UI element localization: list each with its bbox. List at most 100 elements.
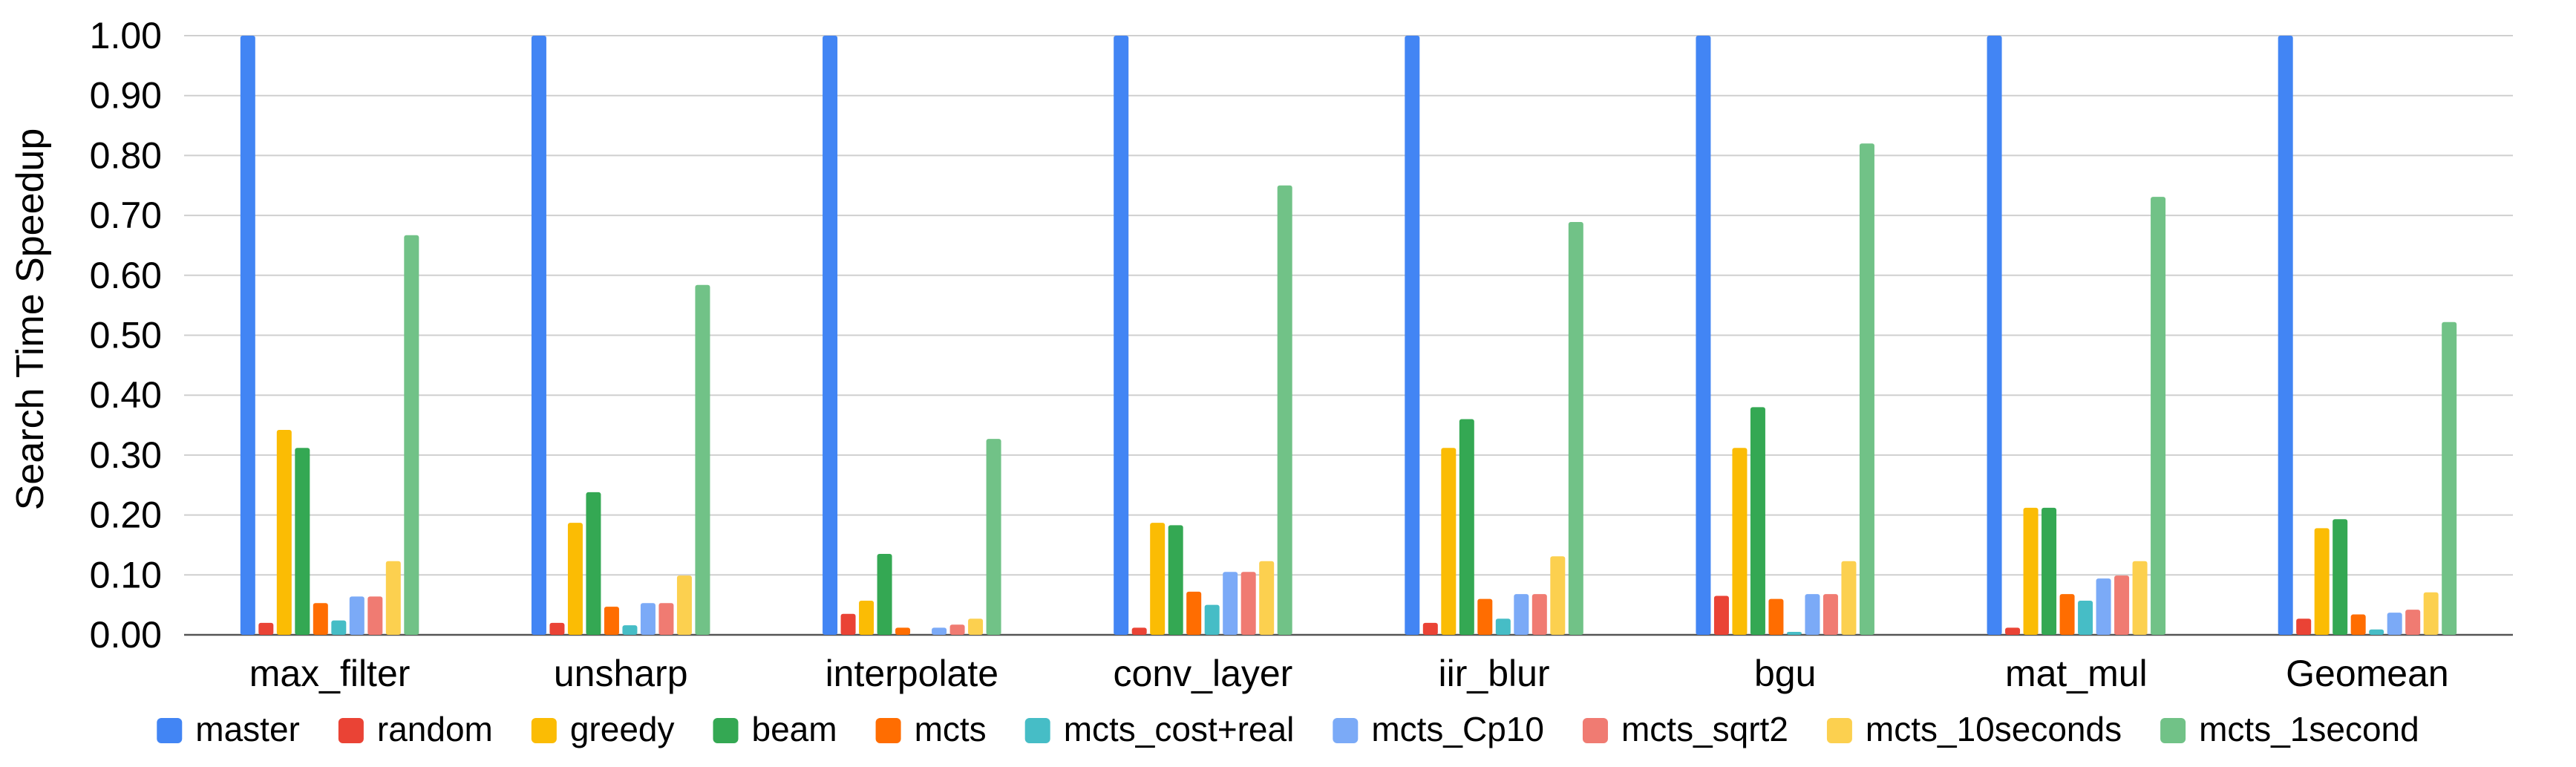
bar-mcts_1second-Geomean	[2442, 322, 2457, 635]
y-tick-label: 0.40	[90, 374, 162, 416]
legend-label: mcts	[915, 710, 987, 748]
y-tick-label: 1.00	[90, 15, 162, 56]
bar-mcts_Cp10-Geomean	[2387, 613, 2402, 635]
bar-mcts_Cp10-max_filter	[349, 596, 365, 635]
bar-greedy-bgu	[1732, 448, 1748, 635]
bar-random-iir_blur	[1422, 622, 1438, 635]
legend-item-master: master	[157, 710, 300, 748]
legend-label: mcts_10seconds	[1866, 710, 2122, 748]
bar-mcts_sqrt2-interpolate	[949, 624, 965, 635]
bar-mcts_sqrt2-max_filter	[367, 596, 383, 635]
bar-mcts_Cp10-conv_layer	[1223, 572, 1238, 635]
bar-master-iir_blur	[1405, 36, 1420, 635]
y-tick-label: 0.20	[90, 495, 162, 536]
bar-mcts_1second-mat_mul	[2151, 197, 2166, 635]
bar-greedy-conv_layer	[1150, 523, 1166, 635]
bar-master-unsharp	[531, 36, 546, 635]
bar-beam-interpolate	[877, 554, 892, 635]
legend-swatch	[1024, 718, 1050, 743]
y-tick-label: 0.00	[90, 614, 162, 656]
legend-swatch	[338, 718, 364, 743]
legend-item-mcts: mcts	[875, 710, 987, 748]
bar-mcts_cost+real-unsharp	[622, 625, 638, 635]
bar-mcts_Cp10-interpolate	[932, 627, 947, 635]
bar-beam-unsharp	[586, 492, 601, 635]
x-tick-label: iir_blur	[1439, 653, 1550, 694]
bar-mcts_cost+real-Geomean	[2369, 629, 2384, 635]
y-tick-label: 0.80	[90, 134, 162, 176]
bar-mcts-interpolate	[895, 627, 911, 635]
bar-mcts_10seconds-iir_blur	[1550, 556, 1566, 635]
bar-mcts-Geomean	[2350, 614, 2366, 635]
bar-random-bgu	[1713, 595, 1729, 635]
bar-mcts_10seconds-bgu	[1841, 561, 1857, 635]
bar-master-max_filter	[240, 36, 255, 635]
y-axis-label: Search Time Speedup	[9, 128, 52, 511]
legend-item-mcts_cost+real: mcts_cost+real	[1024, 710, 1294, 748]
bar-mcts-bgu	[1768, 598, 1784, 635]
x-tick-label: interpolate	[826, 653, 999, 694]
bar-master-conv_layer	[1114, 36, 1129, 635]
bar-mcts_10seconds-interpolate	[968, 619, 984, 635]
legend-swatch	[875, 718, 901, 743]
bar-random-Geomean	[2296, 619, 2312, 635]
y-tick-label: 0.60	[90, 255, 162, 296]
legend-swatch	[1826, 718, 1852, 743]
bar-random-interpolate	[840, 613, 856, 635]
legend-swatch	[713, 718, 739, 743]
bar-greedy-mat_mul	[2023, 507, 2039, 635]
bar-greedy-Geomean	[2314, 528, 2330, 635]
legend-label: mcts_1second	[2199, 710, 2419, 748]
legend-label: beam	[752, 710, 837, 748]
bar-beam-bgu	[1750, 407, 1765, 635]
bar-mcts_1second-interpolate	[986, 439, 1001, 635]
bars	[240, 36, 2457, 636]
bar-mcts_1second-bgu	[1859, 143, 1874, 635]
bar-mcts_cost+real-iir_blur	[1495, 619, 1511, 635]
bar-mcts_cost+real-max_filter	[331, 620, 347, 635]
bar-mcts_10seconds-Geomean	[2423, 592, 2439, 635]
legend-item-beam: beam	[713, 710, 837, 748]
bar-beam-mat_mul	[2041, 507, 2057, 635]
bar-mcts_1second-iir_blur	[1568, 221, 1583, 635]
legend-item-mcts_Cp10: mcts_Cp10	[1333, 710, 1544, 748]
legend: master random greedy beam mcts mcts_cost+real…	[157, 710, 2419, 748]
legend-swatch	[531, 718, 557, 743]
bar-greedy-unsharp	[567, 523, 583, 635]
legend-swatch	[157, 718, 183, 743]
y-tick-labels: 0.00 0.10 0.20 0.30 0.40 0.50 0.60 0.70 0.80 0.90…	[90, 15, 162, 656]
legend-swatch	[1333, 718, 1359, 743]
legend-item-mcts_1second: mcts_1second	[2160, 710, 2419, 748]
bar-mcts_1second-unsharp	[695, 284, 710, 635]
x-tick-label: Geomean	[2286, 653, 2449, 694]
bar-mcts_cost+real-mat_mul	[2078, 601, 2093, 635]
bar-random-max_filter	[258, 622, 274, 635]
bar-master-bgu	[1696, 36, 1711, 635]
bar-mcts_sqrt2-unsharp	[658, 603, 674, 635]
bar-mcts_Cp10-bgu	[1805, 594, 1820, 635]
bar-greedy-max_filter	[276, 430, 292, 635]
legend-label: mcts_Cp10	[1371, 710, 1544, 748]
legend-item-mcts_sqrt2: mcts_sqrt2	[1582, 710, 1788, 748]
bar-mcts_cost+real-conv_layer	[1204, 604, 1220, 635]
bar-mcts_10seconds-max_filter	[385, 561, 401, 635]
bar-master-Geomean	[2278, 36, 2293, 635]
legend-item-mcts_10seconds: mcts_10seconds	[1826, 710, 2122, 748]
y-tick-label: 0.30	[90, 434, 162, 476]
bar-mcts_sqrt2-iir_blur	[1531, 594, 1547, 635]
bar-greedy-iir_blur	[1441, 448, 1457, 635]
bar-mcts_10seconds-unsharp	[676, 575, 692, 635]
bar-mcts-max_filter	[313, 603, 328, 635]
bar-beam-max_filter	[295, 448, 310, 635]
bar-mcts_10seconds-mat_mul	[2132, 561, 2148, 635]
bar-mcts_sqrt2-mat_mul	[2114, 575, 2130, 635]
bar-mcts_sqrt2-conv_layer	[1240, 572, 1256, 635]
bar-mcts_sqrt2-bgu	[1823, 594, 1838, 635]
legend-item-greedy: greedy	[531, 710, 675, 748]
bar-beam-iir_blur	[1459, 419, 1474, 635]
bar-mcts-iir_blur	[1477, 598, 1493, 635]
bar-mcts_Cp10-mat_mul	[2096, 578, 2111, 635]
y-tick-label: 0.90	[90, 75, 162, 117]
bar-mcts-conv_layer	[1186, 591, 1202, 635]
